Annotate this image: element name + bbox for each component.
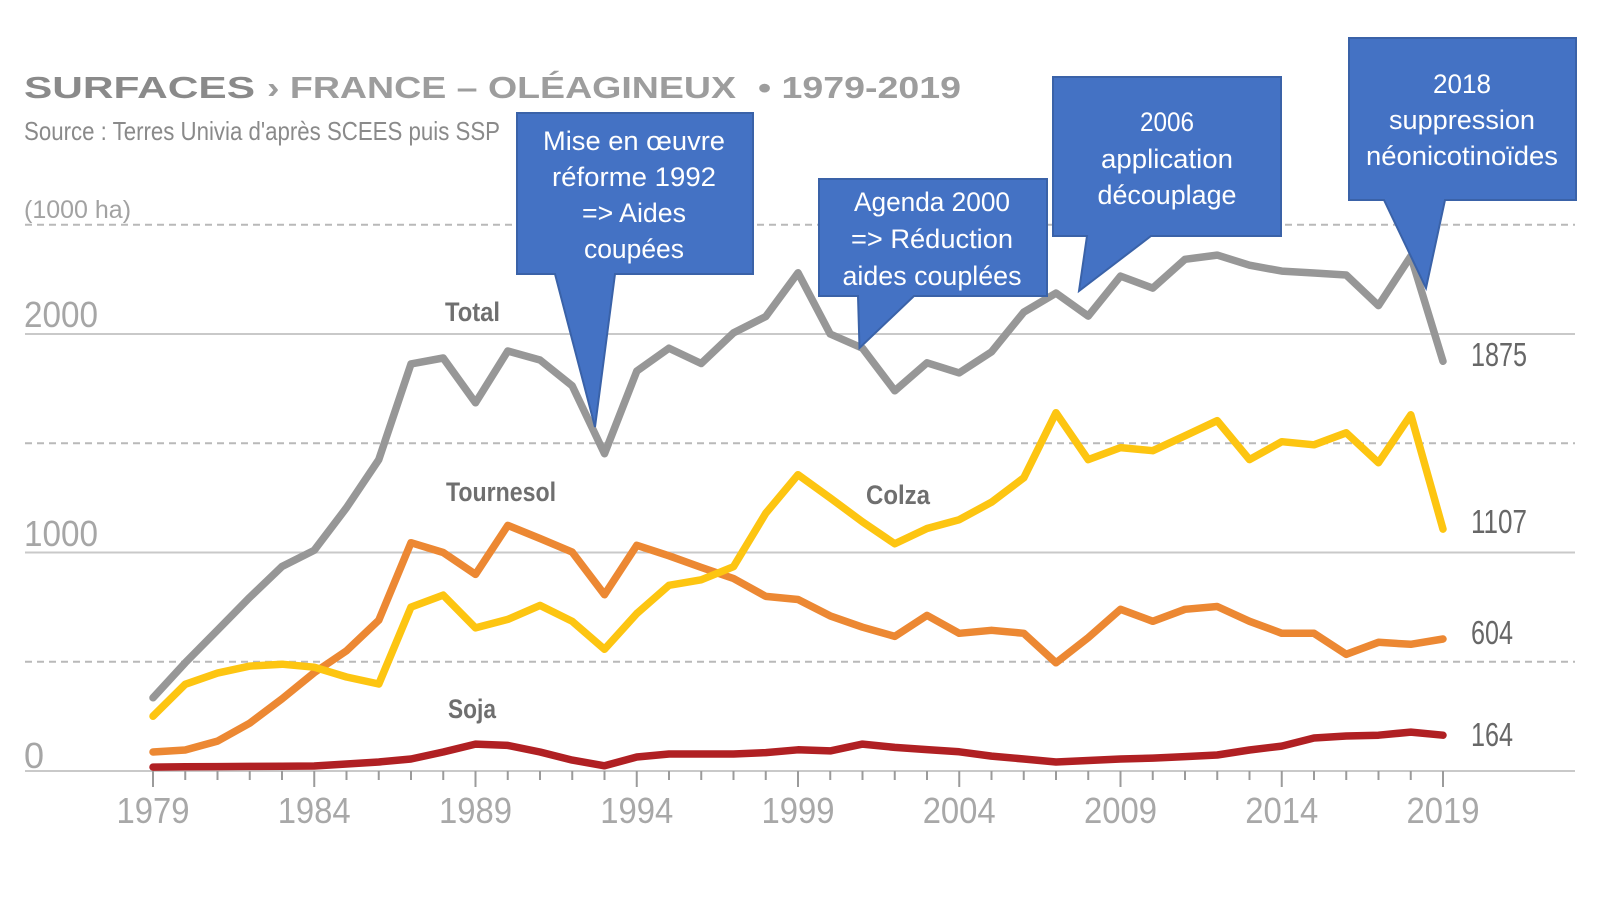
svg-text:2006: 2006 — [1140, 107, 1194, 137]
svg-text:Agenda 2000: Agenda 2000 — [854, 187, 1010, 217]
svg-text:1000: 1000 — [24, 513, 98, 554]
svg-text:164: 164 — [1471, 716, 1513, 753]
svg-text:1994: 1994 — [600, 790, 673, 831]
svg-text:1989: 1989 — [439, 790, 512, 831]
svg-text:Soja: Soja — [448, 694, 497, 724]
svg-text:SURFACES: SURFACES — [24, 70, 255, 105]
svg-text:› FRANCE – OLÉAGINEUX: › FRANCE – OLÉAGINEUX — [267, 70, 736, 105]
svg-text:1875: 1875 — [1471, 336, 1527, 373]
svg-text:1999: 1999 — [762, 790, 835, 831]
svg-text:Colza: Colza — [866, 480, 931, 510]
svg-text:réforme 1992: réforme 1992 — [552, 162, 716, 192]
svg-text:2018: 2018 — [1433, 69, 1491, 99]
svg-text:découplage: découplage — [1098, 180, 1237, 210]
svg-text:coupées: coupées — [584, 234, 684, 264]
svg-text:2009: 2009 — [1084, 790, 1157, 831]
svg-text:Total: Total — [445, 297, 500, 327]
svg-text:=> Aides: => Aides — [582, 198, 686, 228]
svg-text:néonicotinoïdes: néonicotinoïdes — [1366, 141, 1558, 171]
svg-text:2019: 2019 — [1407, 790, 1480, 831]
svg-text:1979: 1979 — [117, 790, 190, 831]
svg-text:2014: 2014 — [1245, 790, 1318, 831]
svg-text:Source : Terres Univia d'après: Source : Terres Univia d'après SCEES pui… — [24, 116, 500, 146]
svg-text:604: 604 — [1471, 614, 1513, 651]
svg-text:• 1979-2019: • 1979-2019 — [758, 70, 961, 105]
svg-text:Mise en œuvre: Mise en œuvre — [543, 126, 725, 156]
svg-text:2004: 2004 — [923, 790, 996, 831]
svg-text:(1000 ha): (1000 ha) — [24, 196, 131, 224]
svg-text:Tournesol: Tournesol — [446, 477, 556, 507]
svg-text:=> Réduction: => Réduction — [851, 224, 1013, 254]
svg-text:1984: 1984 — [278, 790, 351, 831]
svg-text:2000: 2000 — [24, 294, 98, 335]
svg-text:suppression: suppression — [1389, 105, 1535, 135]
svg-text:aides couplées: aides couplées — [843, 261, 1022, 291]
svg-text:application: application — [1101, 144, 1233, 174]
svg-text:1107: 1107 — [1471, 503, 1527, 540]
svg-text:0: 0 — [24, 735, 44, 776]
